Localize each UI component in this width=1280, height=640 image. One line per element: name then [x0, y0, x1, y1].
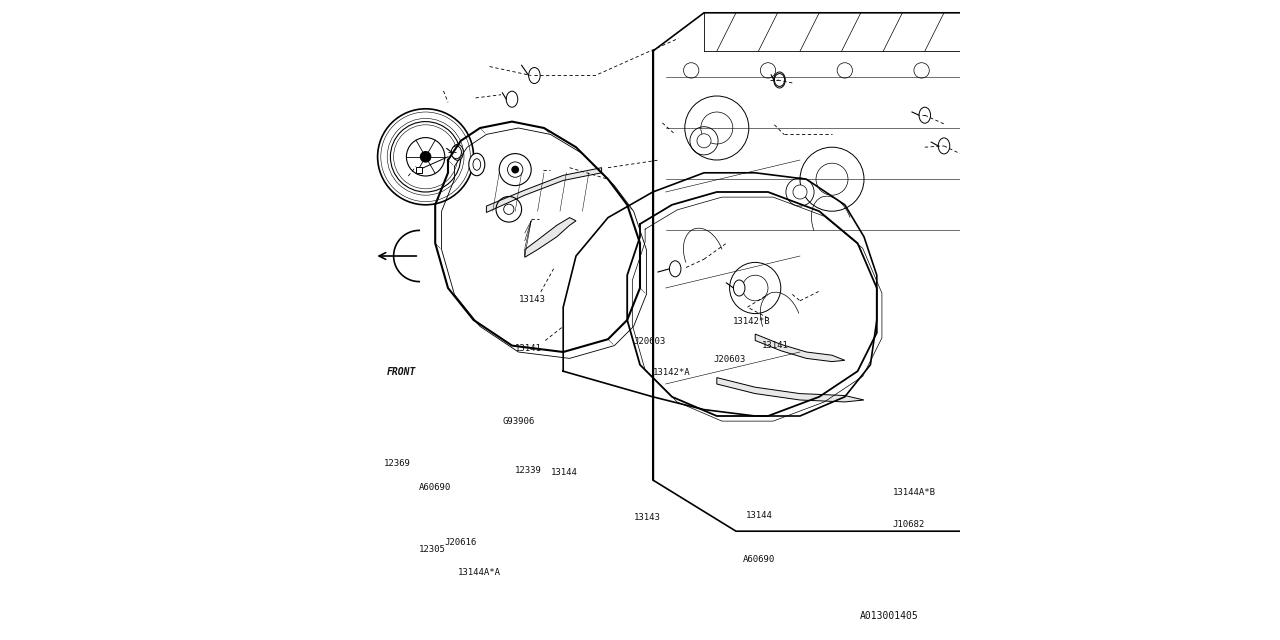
Text: 12369: 12369 [384, 460, 411, 468]
Ellipse shape [529, 67, 540, 84]
Text: J20616: J20616 [445, 538, 477, 547]
Circle shape [420, 152, 430, 162]
Ellipse shape [980, 88, 991, 104]
Ellipse shape [774, 74, 785, 86]
Text: J10682: J10682 [893, 520, 925, 529]
Text: 13143: 13143 [634, 513, 660, 522]
Text: 13144A*A: 13144A*A [458, 568, 500, 577]
Text: 12305: 12305 [420, 545, 445, 554]
Text: 13144A*B: 13144A*B [893, 488, 936, 497]
Ellipse shape [452, 145, 463, 161]
Polygon shape [717, 378, 864, 402]
Ellipse shape [468, 154, 485, 176]
Text: 13142*B: 13142*B [732, 317, 771, 326]
Text: 12339: 12339 [516, 466, 541, 475]
Ellipse shape [919, 108, 931, 124]
Circle shape [512, 166, 518, 173]
Text: FRONT: FRONT [387, 367, 416, 378]
Text: 13141: 13141 [516, 344, 541, 353]
Text: A60690: A60690 [742, 556, 774, 564]
Polygon shape [486, 168, 602, 212]
Circle shape [698, 134, 712, 148]
Text: G93906: G93906 [502, 417, 535, 426]
Text: J20603: J20603 [634, 337, 666, 346]
Polygon shape [525, 218, 576, 257]
Text: 13142*A: 13142*A [653, 368, 690, 377]
Ellipse shape [980, 255, 991, 271]
Ellipse shape [474, 159, 481, 170]
Ellipse shape [980, 338, 991, 354]
Ellipse shape [773, 72, 786, 88]
Circle shape [794, 185, 808, 199]
Ellipse shape [669, 261, 681, 277]
Text: 13144: 13144 [745, 511, 772, 520]
Ellipse shape [507, 92, 517, 108]
Text: 13141: 13141 [762, 341, 788, 350]
Ellipse shape [980, 421, 991, 437]
Ellipse shape [452, 146, 462, 159]
Ellipse shape [980, 172, 991, 188]
Text: J20603: J20603 [714, 355, 746, 364]
Polygon shape [755, 334, 845, 362]
Text: A013001405: A013001405 [860, 611, 919, 621]
Ellipse shape [733, 280, 745, 296]
Text: A60690: A60690 [420, 483, 452, 492]
Ellipse shape [938, 138, 950, 154]
Text: 13143: 13143 [518, 295, 545, 304]
Text: 13144: 13144 [550, 468, 577, 477]
